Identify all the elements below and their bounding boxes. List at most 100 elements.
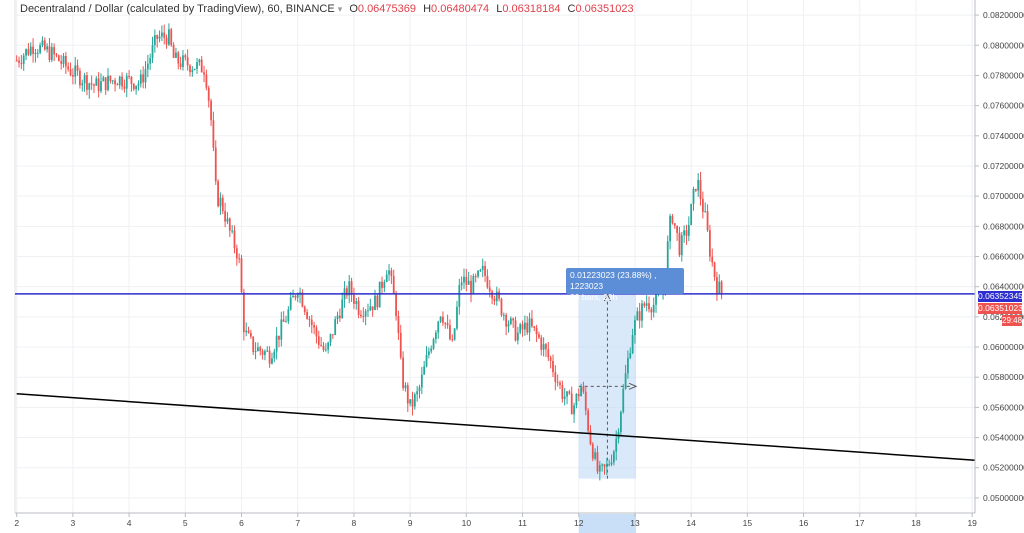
candle-body [404,385,407,389]
candle-body [420,374,423,388]
line-price-tag[interactable]: 0.06352345 [978,291,1023,302]
candle-body [392,276,395,294]
candle-body [620,411,622,433]
candle-body [533,326,536,328]
candle-body [322,345,325,350]
candle-body [109,75,112,82]
candle-body [144,69,147,83]
candle-body [170,29,173,46]
candle-body [336,315,339,320]
candle-body [495,291,498,302]
y-tick-label: 0.06600000 [983,252,1024,262]
candle-body [716,277,718,294]
candle-body [559,382,561,386]
candle-body [458,285,461,307]
candle-body [86,75,88,90]
low-label: L [496,3,503,15]
candle-body [498,291,501,299]
candle-body [545,344,547,350]
candle-body [271,358,273,364]
candle-body [680,235,683,256]
candle-body [29,46,32,55]
candle-body [587,410,590,431]
candle-body [701,198,704,212]
x-tick-label: 13 [630,518,640,528]
candle-body [100,81,102,92]
candle-body [261,351,264,355]
candle-body [39,45,42,53]
x-tick-label: 19 [967,518,977,528]
candle-body [18,60,20,63]
candle-body [699,179,702,199]
candle-body [706,211,709,231]
candle-body [577,393,580,397]
candle-body [158,36,161,39]
candle-body [210,100,212,121]
candle-body [673,223,676,226]
dropdown-caret-icon[interactable]: ▾ [337,4,343,14]
symbol-title[interactable]: Decentraland / Dollar (calculated by Tra… [20,3,335,15]
candle-body [601,464,604,466]
candle-body [329,334,332,343]
candle-body [523,322,526,330]
x-tick-label: 5 [183,518,188,528]
y-tick-label: 0.05600000 [983,402,1024,412]
candle-body [465,276,468,285]
candle-body [622,388,625,412]
candle-body [280,319,283,340]
candle-body [306,311,308,319]
candle-body [139,74,142,84]
candle-body [79,70,81,86]
trend-line[interactable] [16,393,976,461]
candle-body [385,274,388,282]
candle-body [259,347,262,352]
candle-body [189,65,191,73]
candle-body [128,75,130,77]
measure-tooltip: 0.01223023 (23.88%) , 1223023 23 bars, 2… [566,268,684,302]
y-tick-label: 0.07200000 [983,161,1024,171]
measure-box[interactable] [578,292,638,533]
candle-body [242,292,245,333]
candle-body [132,83,135,90]
candle-body [315,327,318,337]
candle-body [516,332,519,341]
candle-body [317,336,320,345]
close-value: 0.06351023 [575,3,634,15]
x-tick-label: 14 [686,518,696,528]
x-tick-label: 17 [855,518,865,528]
candle-body [643,303,646,306]
candle-body [409,399,412,404]
candle-body [411,399,414,407]
candle-body [645,303,648,306]
candle-body [240,258,243,293]
candle-body [233,230,236,249]
x-tick-label: 15 [743,518,753,528]
candle-body [610,462,613,465]
y-tick-label: 0.05800000 [983,372,1024,382]
candle-body [107,75,109,91]
candle-body [603,464,606,467]
candle-body [376,295,379,308]
arrow-right-icon [628,382,638,390]
close-label: C [567,3,576,15]
candle-body [442,316,444,323]
candle-body [575,393,578,406]
price-axis[interactable]: 0.08200000 0.08000000 0.07800000 0.07600000… [974,0,1024,513]
candle-body [573,405,575,415]
candle-body [69,69,72,76]
candle-body [502,314,505,316]
candle-body [146,63,149,70]
candle-body [406,385,409,404]
candle-body [252,336,255,352]
y-tick-label: 0.08000000 [983,40,1024,50]
time-axis[interactable]: 2 3 4 5 6 7 8 9 10 11 12 13 14 15 16 17 18 19 [14,512,977,528]
candle-body [446,323,449,326]
candle-body [165,37,168,45]
drawn-lines[interactable] [15,293,976,461]
candle-body [528,318,531,333]
candle-body [720,281,723,294]
candle-body [224,211,227,222]
x-tick-label: 12 [574,518,584,528]
candle-body [160,32,163,37]
